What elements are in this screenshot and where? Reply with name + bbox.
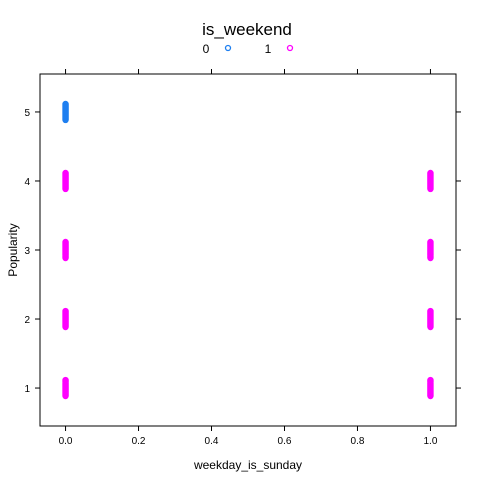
data-point [427,238,434,262]
y-tick-label: 1 [24,384,30,395]
y-tick-label: 4 [24,177,30,188]
data-point [427,169,434,193]
x-tick-label: 0.0 [59,436,73,447]
y-axis-label: Popularity [6,223,20,276]
legend-label-1: 1 [265,42,272,56]
data-point [62,376,69,400]
x-axis-ticks: 0.0 0.2 0.4 0.6 0.8 1.0 [59,69,438,447]
legend-label-0: 0 [203,42,210,56]
data-point-marker [62,254,69,262]
x-axis-label: weekday_is_sunday [193,458,302,472]
legend-marker-0 [224,44,232,52]
data-point [427,307,434,331]
data-point [427,376,434,400]
data-point-marker [427,254,434,262]
data-point-marker [62,185,69,193]
plot-frame [39,73,457,427]
y-tick-label: 5 [24,108,30,119]
data-point-marker [62,323,69,331]
y-axis-ticks: 1 2 3 4 5 [24,108,461,395]
data-point [62,307,69,331]
data-point-marker [62,116,69,124]
legend-marker-1 [286,44,294,52]
data-point [62,169,69,193]
y-tick-label: 3 [24,246,30,257]
x-tick-label: 0.4 [205,436,219,447]
legend-title: is_weekend [202,20,292,39]
x-tick-label: 0.8 [351,436,365,447]
y-tick-label: 2 [24,315,30,326]
data-point-marker [427,185,434,193]
data-point-marker [427,392,434,400]
data-point-marker [62,392,69,400]
x-tick-label: 0.6 [278,436,292,447]
data-point [62,238,69,262]
data-point [62,100,69,124]
x-tick-label: 0.2 [132,436,146,447]
x-tick-label: 1.0 [424,436,438,447]
data-point-marker [427,323,434,331]
data-points [62,100,434,400]
